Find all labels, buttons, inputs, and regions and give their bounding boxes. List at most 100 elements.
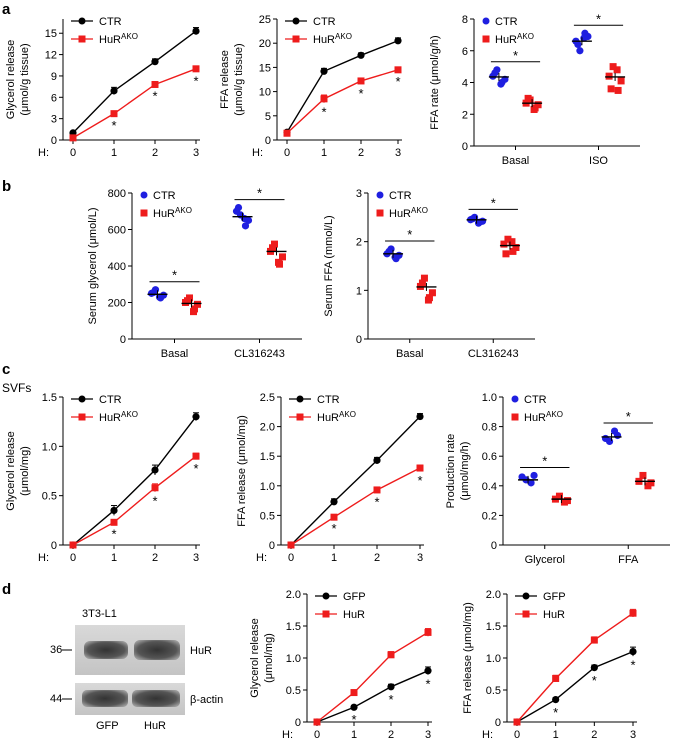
b1-y-tick-label: 400 (108, 261, 126, 273)
d1-y-tick-label: 2.0 (286, 589, 301, 601)
b1-legend-label: CTR (153, 190, 176, 202)
b2-significance-star: * (491, 195, 496, 210)
b2-point-ctr (391, 253, 399, 261)
c2-x-tick-label: 1 (331, 552, 337, 564)
b1-legend-marker (140, 191, 148, 199)
panel-label-b: b (2, 178, 11, 195)
b2-legend-marker (376, 191, 384, 199)
c1-x-tick-label: 0 (70, 552, 76, 564)
c3-significance-star: * (626, 409, 631, 424)
a1-y-tick-label: 6 (51, 92, 57, 104)
c2-data-point (330, 498, 338, 506)
a3-point-ako (524, 94, 532, 102)
b1-point-ako (269, 244, 276, 252)
a2-series-line (286, 40, 399, 133)
a2-significance-star: * (358, 86, 363, 101)
a1-y-label: Glycerol release (5, 40, 17, 119)
b2-point-ako (512, 244, 520, 252)
d2-significance-star: * (592, 673, 597, 688)
a3-point-ako (613, 66, 621, 74)
d1-data-point (350, 703, 358, 711)
d1-y-label: Glycerol release (249, 618, 261, 697)
d1-y-label: (μmol/mg) (263, 633, 275, 683)
a3-y-tick-label: 6 (462, 46, 468, 58)
c3-point-ako (647, 479, 655, 487)
a3-y-tick-label: 8 (462, 14, 468, 26)
blot-band-label-hur: HuR (190, 645, 212, 657)
d1-x-tick-label: 0 (314, 729, 320, 741)
a1-legend-label: HuRAKO (99, 32, 138, 46)
b1-significance-star: * (257, 186, 262, 201)
a3-point-ctr (491, 69, 499, 77)
d2-x-tick-label: 2 (591, 729, 597, 741)
c2-series-line (290, 467, 421, 546)
a2-y-tick-label: 20 (259, 38, 271, 50)
b1-y-tick-label: 600 (108, 225, 126, 237)
b2-point-ako (418, 279, 426, 287)
a2-data-point (320, 67, 328, 75)
d1-significance-star: * (351, 712, 356, 727)
c1-significance-star: * (111, 526, 116, 541)
a1-x-tick-label: 1 (111, 147, 117, 159)
a2-x-tick-label: 0 (284, 147, 290, 159)
b1-legend-label: HuRAKO (153, 206, 192, 220)
d1-y-tick-label: 1.5 (286, 621, 301, 633)
c3-category-label: FFA (618, 554, 639, 566)
c3-legend-marker (511, 395, 519, 403)
a3-category-label: Basal (502, 155, 530, 167)
d2-y-tick-label: 1.5 (486, 621, 501, 633)
c2-legend-marker (296, 395, 304, 403)
a2-legend-label: CTR (313, 16, 336, 28)
a1-x-tick-label: 2 (152, 147, 158, 159)
b2-y-tick-label: 1 (356, 285, 362, 297)
a2-data-point (357, 51, 365, 59)
b1-category-label: CL316243 (234, 348, 285, 360)
b2-point-ako (502, 250, 510, 258)
a2-y-tick-label: 10 (259, 87, 271, 99)
c2-legend-label: CTR (317, 394, 340, 406)
a3-point-ctr (576, 47, 584, 55)
a3-point-ctr (497, 80, 505, 88)
c3-significance-star: * (542, 453, 547, 468)
a1-legend-marker (78, 35, 86, 43)
c3-y-tick-label: 0.4 (482, 481, 497, 493)
a1-y-tick-label: 9 (51, 71, 57, 83)
d1-significance-star: * (425, 677, 430, 692)
d1-x-tick-label: 2 (388, 729, 394, 741)
a3-legend-marker (482, 35, 490, 43)
d1-x-label: H: (282, 729, 293, 741)
blot-lane-hur: HuR (144, 720, 166, 732)
a2-x-tick-label: 1 (321, 147, 327, 159)
c1-y-tick-label: 1.0 (42, 441, 57, 453)
c2-x-label: H: (256, 552, 267, 564)
c3-y-tick-label: 0.6 (482, 451, 497, 463)
a2-data-point (394, 66, 402, 74)
a2-y-tick-label: 25 (259, 14, 271, 26)
b2-point-ako (428, 289, 436, 297)
d1-significance-star: * (388, 692, 393, 707)
a3-y-tick-label: 2 (462, 109, 468, 121)
a2-legend-marker (292, 17, 300, 25)
c1-legend-label: HuRAKO (99, 410, 138, 424)
a2-x-tick-label: 3 (395, 147, 401, 159)
c2-data-point (373, 486, 381, 494)
d1-data-point (387, 683, 395, 691)
d2-series-line (516, 612, 634, 723)
c1-data-point (110, 518, 118, 526)
b1-point-ako (184, 297, 191, 305)
d1-legend-label: GFP (343, 591, 366, 603)
a1-legend-label: CTR (99, 16, 122, 28)
b2-legend-label: CTR (389, 190, 412, 202)
blot-cell-line: 3T3-L1 (82, 608, 117, 620)
c1-series-line (72, 455, 197, 546)
c2-data-point (416, 412, 424, 421)
c1-data-point (110, 506, 118, 515)
d1-series-line (316, 631, 429, 723)
c2-data-point (416, 464, 424, 472)
b2-y-tick-label: 0 (356, 334, 362, 346)
c1-legend-label: CTR (99, 394, 122, 406)
